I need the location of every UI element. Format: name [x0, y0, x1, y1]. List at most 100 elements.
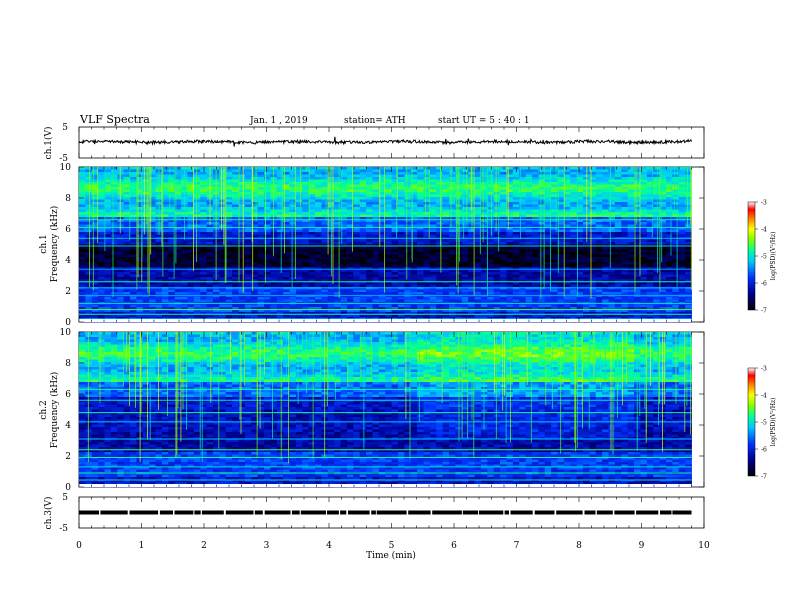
spectrogram-cell	[85, 219, 93, 223]
spectrogram-cell	[79, 167, 86, 170]
spectrogram-cell	[270, 287, 278, 290]
spectrogram-cell	[302, 224, 310, 228]
spectrogram-cell	[410, 232, 418, 235]
spectrogram-cell	[429, 242, 437, 245]
spectrogram-cell	[289, 227, 297, 230]
spectrogram-cell	[295, 182, 303, 185]
spectrogram-cell	[436, 239, 444, 243]
spectrogram-cell	[340, 182, 348, 185]
spectrogram-cell	[359, 177, 367, 180]
spectrogram-cell	[346, 267, 354, 270]
spectrogram-cell	[174, 239, 182, 243]
spectrogram-cell	[391, 227, 399, 230]
spectrogram-cell	[436, 194, 444, 198]
spectrogram-cell	[461, 169, 469, 173]
spectrogram-cell	[264, 182, 271, 185]
spectrogram-cell	[161, 307, 169, 310]
spectrogram-cell	[455, 189, 463, 193]
spectrogram-cell	[334, 222, 341, 225]
spectrogram-cell	[168, 217, 176, 220]
spectrogram-cell	[474, 209, 482, 213]
spectrogram-cell	[302, 242, 310, 245]
spectrogram-cell	[276, 234, 284, 238]
spectrogram-cell	[461, 252, 469, 255]
spectrogram-cell	[206, 292, 214, 295]
spectrogram-cell	[378, 192, 386, 195]
spectrogram-cell	[512, 267, 520, 270]
spectrogram-cell	[123, 252, 131, 255]
spectrogram-cell	[372, 202, 380, 205]
spectrogram-cell	[302, 262, 310, 265]
spectrogram-cell	[385, 199, 393, 203]
spectrogram-cell	[123, 199, 131, 203]
spectrogram-cell	[506, 304, 514, 308]
spectrogram-cell	[398, 249, 405, 253]
spectrogram-cell	[117, 274, 125, 278]
spectrogram-cell	[321, 187, 329, 190]
spectrogram-cell	[487, 277, 495, 280]
spectrogram-cell	[315, 174, 322, 178]
spectrogram-cell	[519, 249, 527, 253]
spectrogram-cell	[110, 259, 118, 263]
spectrogram-cell	[519, 212, 527, 215]
spectrogram-cell	[270, 267, 278, 270]
spectrogram-cell	[232, 287, 239, 290]
spectrogram-cell	[474, 214, 482, 218]
spectrogram-cell	[436, 197, 444, 200]
spectrogram-cell	[570, 247, 578, 250]
spectrogram-cell	[206, 249, 214, 253]
spectrogram-cell	[404, 239, 412, 243]
spectrogram-cell	[551, 199, 558, 203]
spectrogram-cell	[557, 247, 565, 250]
spectrogram-cell	[181, 274, 188, 278]
spectrogram-cell	[91, 304, 99, 308]
spectrogram-cell	[423, 197, 431, 200]
spectrogram-cell	[289, 242, 297, 245]
spectrogram-cell	[85, 252, 93, 255]
spectrogram-cell	[480, 292, 488, 295]
spectrogram-cell	[372, 229, 380, 233]
spectrogram-cell	[232, 264, 239, 268]
spectrogram-cell	[391, 212, 399, 215]
spectrogram-cell	[289, 284, 297, 288]
spectrogram-cell	[538, 254, 546, 258]
spectrogram-cell	[130, 314, 137, 318]
spectrogram-cell	[155, 299, 163, 303]
spectrogram-cell	[500, 209, 507, 213]
spectrogram-cell	[295, 292, 303, 295]
spectrogram-cell	[404, 304, 412, 308]
spectrogram-cell	[289, 289, 297, 293]
spectrogram-cell	[366, 234, 373, 238]
spectrogram-cell	[110, 222, 118, 225]
spectrogram-cell	[353, 174, 361, 178]
spectrogram-cell	[391, 269, 399, 273]
spectrogram-cell	[142, 254, 150, 258]
spectrogram-cell	[283, 232, 290, 235]
spectrogram-cell	[410, 219, 418, 223]
spectrogram-cell	[404, 272, 412, 275]
spectrogram-cell	[366, 287, 373, 290]
spectrogram-cell	[149, 262, 156, 265]
spectrogram-cell	[85, 232, 93, 235]
spectrogram-cell	[257, 277, 265, 280]
spectrogram-cell	[232, 307, 239, 310]
spectrogram-cell	[398, 259, 405, 263]
spectrogram-cell	[442, 222, 450, 225]
spectrogram-cell	[264, 229, 271, 233]
spectrogram-cell	[493, 254, 501, 258]
spectrogram-cell	[276, 207, 284, 210]
spectrogram-cell	[385, 174, 393, 178]
spectrogram-cell	[225, 292, 233, 295]
spectrogram-cell	[283, 312, 290, 315]
spectrogram-cell	[474, 222, 482, 225]
spectrogram-cell	[251, 182, 259, 185]
spectrogram-cell	[283, 307, 290, 310]
spectrogram-cell	[417, 252, 424, 255]
spectrogram-cell	[276, 269, 284, 273]
spectrogram-cell	[500, 274, 507, 278]
spectrogram-cell	[155, 249, 163, 253]
spectrogram-cell	[423, 232, 431, 235]
spectrogram-cell	[346, 192, 354, 195]
spectrogram-cell	[372, 249, 380, 253]
spectrogram-cell	[79, 234, 86, 238]
